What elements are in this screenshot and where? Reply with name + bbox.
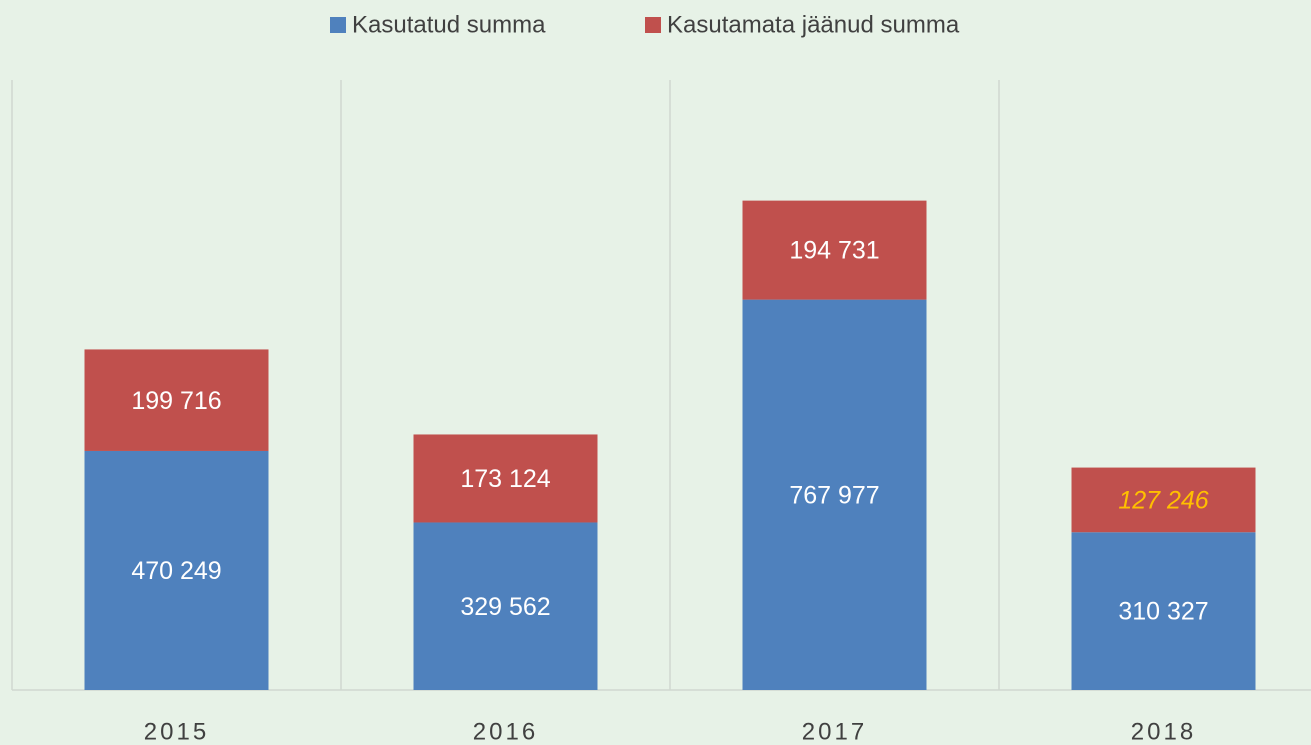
data-label: 199 716 bbox=[131, 387, 221, 415]
x-tick-label: 2018 bbox=[1131, 718, 1196, 745]
data-label: 329 562 bbox=[460, 593, 550, 621]
bar-segment bbox=[84, 349, 269, 451]
bar-segment bbox=[413, 434, 598, 523]
data-label: 127 246 bbox=[1118, 487, 1208, 515]
legend-swatch bbox=[330, 17, 346, 33]
bar-segment bbox=[1071, 467, 1256, 533]
x-tick-label: 2016 bbox=[473, 718, 538, 745]
data-label: 194 731 bbox=[789, 237, 879, 265]
legend-label: Kasutatud summa bbox=[352, 11, 546, 38]
bar-segment bbox=[84, 450, 269, 690]
bar-segment bbox=[1071, 532, 1256, 690]
data-label: 470 249 bbox=[131, 557, 221, 585]
legend-swatch bbox=[645, 17, 661, 33]
data-label: 767 977 bbox=[789, 481, 879, 509]
x-tick-label: 2015 bbox=[144, 718, 209, 745]
data-label: 173 124 bbox=[460, 465, 550, 493]
bar-segment bbox=[742, 200, 927, 300]
bar-segment bbox=[413, 522, 598, 690]
data-label: 310 327 bbox=[1118, 598, 1208, 626]
legend-label: Kasutamata jäänud summa bbox=[667, 11, 960, 38]
bar-segment bbox=[742, 299, 927, 690]
x-tick-label: 2017 bbox=[802, 718, 867, 745]
